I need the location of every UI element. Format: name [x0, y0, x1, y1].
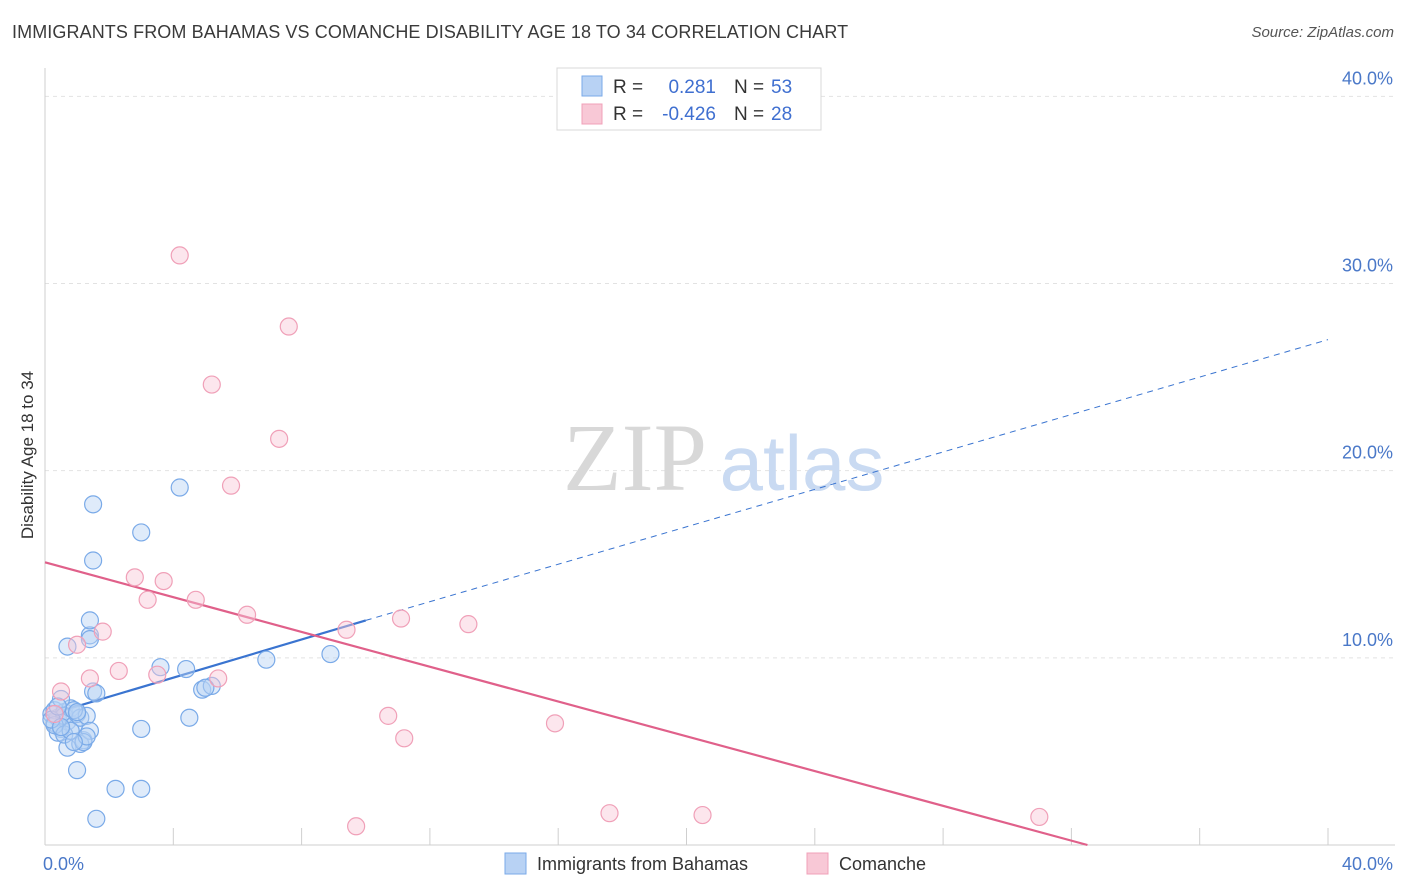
- y-tick-label-2: 30.0%: [1342, 255, 1393, 275]
- grid-lines: [45, 95, 1395, 659]
- data-points: [42, 246, 1049, 836]
- y-axis-label: Disability Age 18 to 34: [18, 371, 37, 539]
- legend-n-value-2: 28: [771, 104, 792, 125]
- legend-r-value-1: 0.281: [668, 77, 716, 98]
- point-bahamas-24: [84, 551, 103, 570]
- legend-n-label-2: N =: [734, 104, 764, 125]
- point-comanche-2: [202, 375, 221, 394]
- point-comanche-9: [237, 605, 257, 624]
- point-bahamas-23: [80, 611, 100, 630]
- trend-line-bahamas-extension: [365, 339, 1329, 621]
- point-comanche-3: [270, 429, 289, 448]
- point-bahamas-14: [71, 708, 90, 727]
- point-comanche-24: [693, 805, 712, 825]
- legend-r-label-2: R =: [613, 104, 643, 125]
- point-bahamas-41: [321, 644, 340, 664]
- point-comanche-18: [209, 669, 228, 688]
- legend-r-value-2: -0.426: [662, 104, 716, 125]
- point-comanche-15: [109, 661, 128, 681]
- trend-lines: [44, 339, 1329, 847]
- watermark-atlas: atlas: [720, 419, 885, 507]
- point-comanche-19: [51, 682, 71, 701]
- bottom-legend-swatch-bahamas: [504, 852, 527, 875]
- y-tick-label-0: 10.0%: [1342, 630, 1393, 650]
- x-tick-label-0: 0.0%: [43, 854, 84, 874]
- point-bahamas-32: [170, 478, 189, 497]
- point-bahamas-39: [196, 678, 215, 697]
- point-comanche-13: [93, 622, 112, 641]
- point-comanche-16: [148, 665, 167, 684]
- point-bahamas-27: [67, 761, 87, 780]
- point-comanche-8: [186, 590, 205, 609]
- point-bahamas-36: [180, 708, 199, 727]
- legend-n-label-1: N =: [734, 77, 764, 98]
- point-bahamas-25: [84, 495, 103, 514]
- tick-labels: 10.0% 20.0% 30.0% 40.0% 0.0% 40.0%: [43, 68, 1393, 874]
- point-comanche-22: [395, 729, 414, 748]
- point-comanche-20: [379, 706, 398, 725]
- bottom-legend-swatch-comanche: [806, 852, 829, 875]
- point-bahamas-40: [257, 650, 276, 669]
- point-comanche-21: [545, 714, 565, 733]
- point-comanche-14: [67, 635, 87, 654]
- bottom-legend-label-comanche: Comanche: [839, 854, 926, 874]
- bottom-legend: Immigrants from Bahamas Comanche: [504, 852, 926, 875]
- legend-swatch-comanche: [581, 103, 603, 125]
- point-comanche-23: [600, 804, 619, 823]
- legend-box: R = 0.281 N = 53 R = -0.426 N = 28: [556, 67, 822, 131]
- source-label: Source: ZipAtlas.com: [1251, 24, 1394, 41]
- point-comanche-17: [80, 669, 100, 688]
- point-comanche-25: [1030, 807, 1049, 827]
- y-tick-label-3: 40.0%: [1342, 68, 1393, 88]
- point-comanche-10: [391, 609, 411, 628]
- legend-r-label-1: R =: [613, 77, 643, 98]
- point-bahamas-37: [193, 680, 212, 699]
- point-bahamas-52: [64, 732, 83, 752]
- x-tick-label-1: 40.0%: [1342, 854, 1393, 874]
- point-bahamas-33: [132, 719, 151, 739]
- point-bahamas-31: [132, 523, 151, 542]
- point-bahamas-28: [106, 779, 125, 798]
- point-comanche-7: [138, 590, 157, 609]
- legend-swatch-bahamas: [581, 75, 603, 97]
- point-comanche-5: [125, 568, 144, 587]
- point-bahamas-49: [67, 703, 87, 722]
- point-bahamas-30: [87, 809, 106, 828]
- point-bahamas-18: [80, 721, 100, 740]
- chart-title: IMMIGRANTS FROM BAHAMAS VS COMANCHE DISA…: [12, 22, 849, 42]
- watermark: ZIP atlas: [563, 404, 884, 511]
- point-bahamas-51: [51, 717, 71, 737]
- trend-line-comanche: [44, 561, 1088, 847]
- point-bahamas-29: [132, 779, 151, 798]
- point-comanche-27: [45, 704, 64, 724]
- point-bahamas-43: [42, 710, 61, 729]
- point-bahamas-20: [87, 684, 106, 703]
- bottom-legend-label-bahamas: Immigrants from Bahamas: [537, 854, 748, 874]
- point-comanche-1: [279, 317, 298, 336]
- point-comanche-6: [154, 571, 173, 591]
- point-bahamas-46: [74, 732, 93, 752]
- legend-n-value-1: 53: [771, 77, 792, 98]
- point-comanche-26: [347, 817, 366, 836]
- point-comanche-4: [221, 476, 241, 495]
- y-tick-label-1: 20.0%: [1342, 443, 1393, 463]
- point-bahamas-38: [202, 676, 221, 696]
- point-bahamas-16: [71, 734, 90, 754]
- point-comanche-0: [170, 246, 189, 265]
- watermark-zip: ZIP: [563, 404, 707, 511]
- point-comanche-12: [337, 620, 356, 639]
- trend-line-bahamas: [44, 619, 367, 717]
- point-bahamas-35: [177, 659, 196, 679]
- point-bahamas-48: [61, 721, 80, 740]
- point-comanche-11: [459, 615, 478, 634]
